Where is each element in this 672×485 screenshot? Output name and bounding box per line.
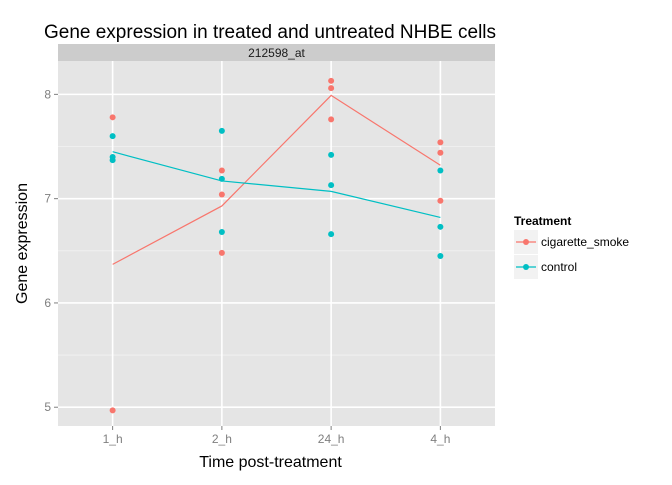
data-point-cigarette_smoke	[109, 114, 116, 121]
data-point-cigarette_smoke	[328, 116, 335, 123]
plot-panel	[58, 61, 495, 426]
data-point-cigarette_smoke	[218, 191, 225, 198]
y-axis-label: Gene expression	[14, 183, 31, 304]
y-tick-label: 7	[44, 192, 51, 206]
y-tick-label: 6	[44, 296, 51, 310]
series-line-control	[112, 151, 441, 219]
x-tick-label: 4_h	[430, 432, 450, 446]
data-point-cigarette_smoke	[109, 407, 116, 414]
data-point-cigarette_smoke	[328, 85, 335, 92]
legend-key-point	[523, 239, 529, 245]
data-point-cigarette_smoke	[437, 149, 444, 156]
x-tick-label: 24_h	[318, 432, 345, 446]
y-axis: 5 6 7 8	[44, 87, 58, 414]
x-axis-label: Time post-treatment	[199, 454, 342, 471]
data-point-control	[218, 175, 225, 182]
x-tick-label: 2_h	[212, 432, 232, 446]
data-point-control	[328, 151, 335, 158]
data-point-control	[109, 157, 116, 164]
y-tick-label: 8	[44, 87, 51, 101]
legend-title: Treatment	[514, 214, 571, 228]
data-point-cigarette_smoke	[218, 167, 225, 174]
legend-key-point	[523, 264, 529, 270]
series-lines	[112, 94, 441, 265]
series-points	[109, 77, 444, 414]
chart-title: Gene expression in treated and untreated…	[44, 22, 496, 43]
data-point-control	[437, 223, 444, 230]
facet-strip	[58, 44, 495, 61]
x-tick-label: 1_h	[103, 432, 123, 446]
data-point-control	[437, 167, 444, 174]
data-point-cigarette_smoke	[437, 197, 444, 204]
data-point-control	[218, 229, 225, 236]
data-point-cigarette_smoke	[437, 139, 444, 146]
data-point-control	[328, 231, 335, 238]
y-tick-label: 5	[44, 400, 51, 414]
data-point-control	[109, 133, 116, 140]
legend-label-control: control	[541, 260, 577, 274]
legend-label-cigarette_smoke: cigarette_smoke	[541, 235, 629, 249]
x-axis: 1_h 2_h 24_h 4_h	[103, 426, 450, 446]
data-point-control	[218, 127, 225, 134]
grid-minor	[58, 146, 495, 356]
series-line-cigarette_smoke	[112, 94, 441, 265]
data-point-cigarette_smoke	[328, 77, 335, 84]
data-point-cigarette_smoke	[218, 249, 225, 256]
facet-label: 212598_at	[248, 46, 305, 60]
grid-major	[58, 61, 495, 426]
data-point-control	[437, 253, 444, 260]
data-point-control	[328, 182, 335, 189]
